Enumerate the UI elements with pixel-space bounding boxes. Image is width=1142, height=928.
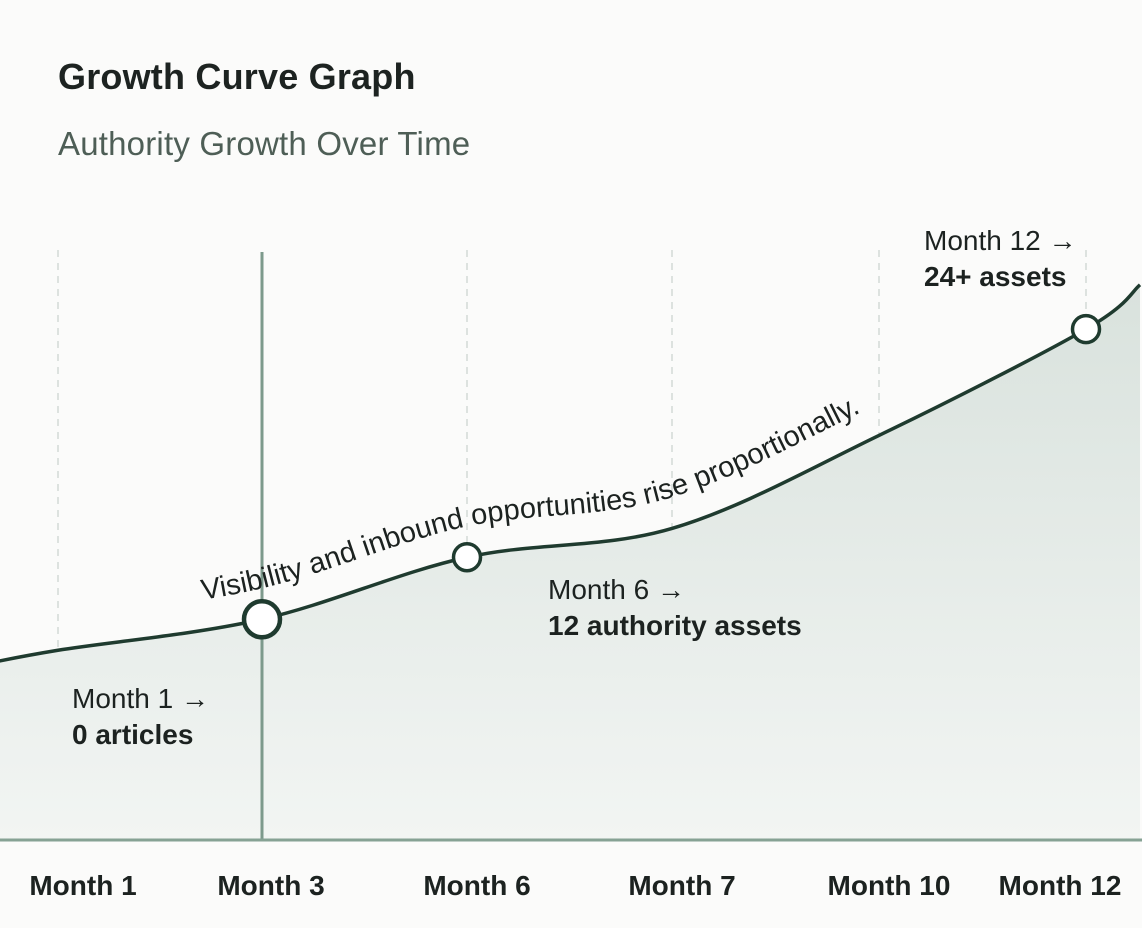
marker-month-12 xyxy=(1070,313,1102,345)
annotation-m1-label: Month 1 → xyxy=(72,683,209,714)
tick-label-month-6: Month 6 xyxy=(423,870,530,901)
x-tick-labels: Month 1 Month 3 Month 6 Month 7 Month 10 Mont… xyxy=(29,870,1121,901)
tick-label-month-10: Month 10 xyxy=(828,870,951,901)
annotation-m12-value: 24+ assets xyxy=(924,261,1066,292)
annotation-m12-label: Month 12 → xyxy=(924,225,1077,256)
annotation-m1-value: 0 articles xyxy=(72,719,193,750)
marker-month-3 xyxy=(241,599,283,640)
tick-label-month-12: Month 12 xyxy=(999,870,1122,901)
chart-title: Growth Curve Graph xyxy=(58,56,416,97)
marker-month-6 xyxy=(451,542,483,573)
tick-label-month-1: Month 1 xyxy=(29,870,136,901)
data-markers xyxy=(241,313,1102,640)
annotation-m6-label: Month 6 → xyxy=(548,574,685,605)
annotation-m6-value: 12 authority assets xyxy=(548,610,802,641)
growth-line xyxy=(0,283,1142,663)
area-fill xyxy=(0,284,1140,840)
tick-label-month-7: Month 7 xyxy=(628,870,735,901)
chart-subtitle: Authority Growth Over Time xyxy=(58,125,471,162)
tick-label-month-3: Month 3 xyxy=(217,870,324,901)
annotations: Month 1 → 0 articles Month 6 → 12 authority… xyxy=(72,225,1077,750)
